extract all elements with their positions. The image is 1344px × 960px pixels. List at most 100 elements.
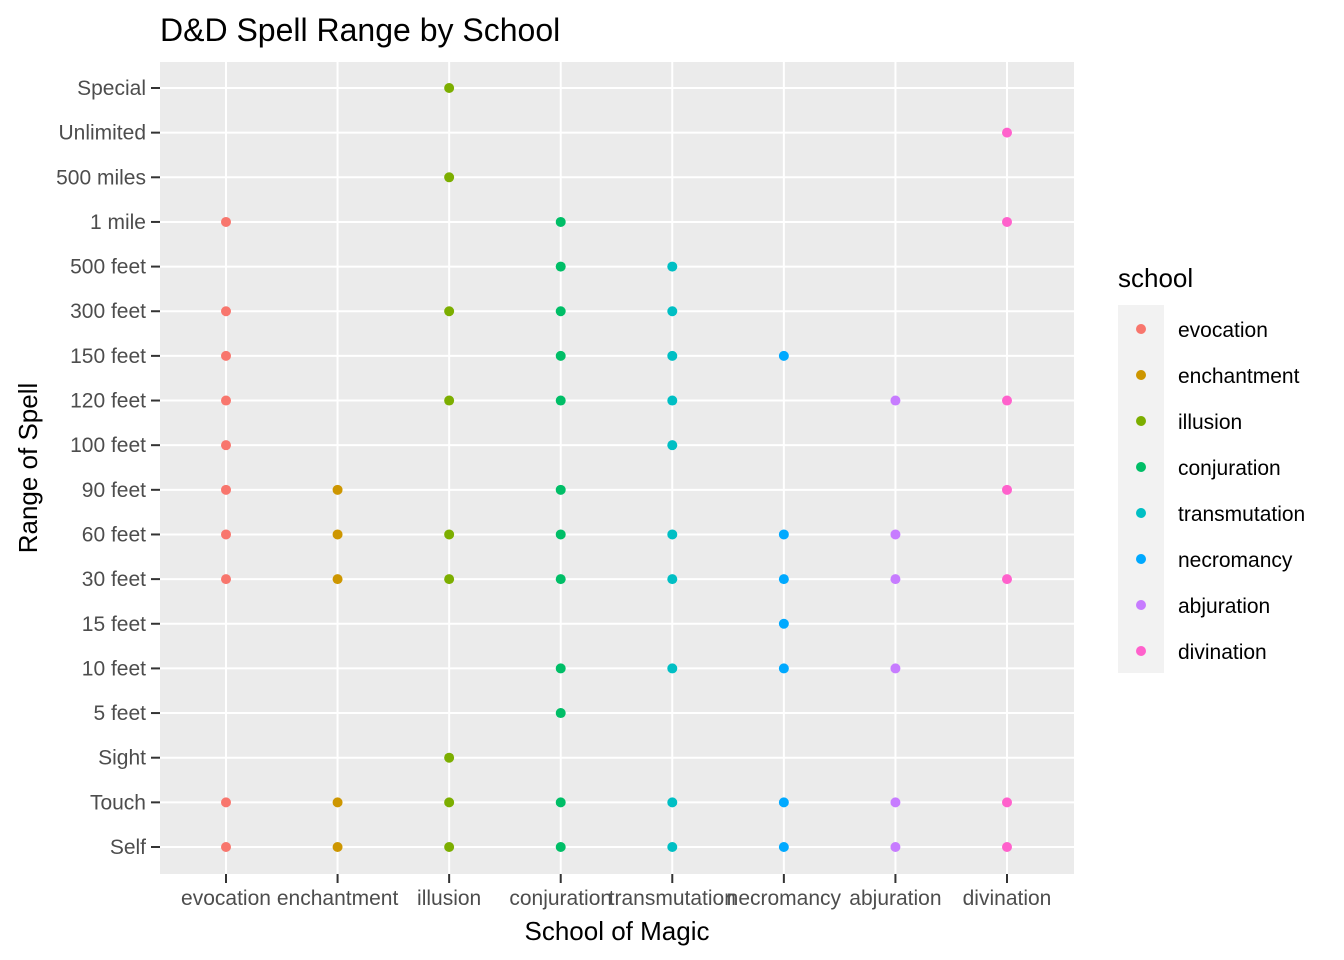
y-tick-label-self: Self: [110, 836, 146, 859]
point-conjuration-5-feet: [555, 708, 566, 719]
point-conjuration-120-feet: [555, 395, 566, 406]
y-axis: Self Touch Sight 5 feet 10 feet 15 feet 30 fee…: [56, 77, 160, 859]
point-necromancy-30-feet: [778, 574, 789, 585]
y-tick-label-100-feet: 100 feet: [70, 434, 146, 457]
point-divination-touch: [1002, 797, 1012, 808]
point-illusion-30-feet: [444, 574, 455, 585]
point-transmutation-30-feet: [667, 574, 678, 585]
legend-label-abjuration: abjuration: [1178, 595, 1270, 618]
legend-label-enchantment: enchantment: [1178, 365, 1300, 388]
point-evocation-30-feet: [221, 574, 231, 585]
point-enchantment-90-feet: [332, 484, 343, 495]
point-conjuration-150-feet: [555, 350, 566, 361]
legend-label-transmutation: transmutation: [1178, 503, 1305, 526]
point-evocation-150-feet: [221, 350, 231, 361]
point-necromancy-self: [778, 842, 789, 852]
y-axis-title: Range of Spell: [13, 383, 43, 554]
legend-title: school: [1118, 263, 1193, 293]
x-axis: evocation enchantment illusion conjurationt…: [181, 874, 1051, 910]
point-evocation-60-feet: [221, 529, 231, 540]
point-abjuration-60-feet: [890, 529, 901, 540]
y-tick-label-1-mile: 1 mile: [90, 211, 146, 234]
legend-key-divination: [1136, 646, 1146, 656]
legend-label-conjuration: conjuration: [1178, 457, 1281, 480]
point-conjuration-30-feet: [555, 574, 566, 585]
point-enchantment-touch: [332, 797, 343, 808]
point-conjuration-1-mile: [555, 216, 566, 227]
point-evocation-100-feet: [221, 440, 231, 451]
y-tick-label-5-feet: 5 feet: [93, 702, 146, 725]
point-necromancy-60-feet: [778, 529, 789, 540]
point-transmutation-60-feet: [667, 529, 678, 540]
legend-label-necromancy: necromancy: [1178, 549, 1293, 572]
point-conjuration-500-feet: [555, 261, 566, 272]
point-evocation-self: [221, 842, 231, 852]
point-transmutation-500-feet: [667, 261, 678, 272]
legend-key-evocation: [1136, 324, 1146, 334]
data-points: [221, 83, 1012, 852]
legend-key-abjuration: [1136, 600, 1146, 610]
point-illusion-self: [444, 842, 455, 852]
point-necromancy-touch: [778, 797, 789, 808]
y-tick-label-sight: Sight: [98, 747, 146, 770]
point-enchantment-30-feet: [332, 574, 343, 585]
legend-label-illusion: illusion: [1178, 411, 1242, 434]
point-transmutation-300-feet: [667, 306, 678, 317]
point-illusion-60-feet: [444, 529, 455, 540]
y-tick-label-10-feet: 10 feet: [82, 657, 146, 680]
point-transmutation-150-feet: [667, 350, 678, 361]
point-divination-1-mile: [1002, 216, 1012, 227]
legend: school evocation enchantment illusion conju…: [1118, 263, 1305, 673]
legend-label-divination: divination: [1178, 641, 1267, 664]
legend-key-background: [1118, 305, 1164, 673]
point-necromancy-15-feet: [778, 618, 789, 629]
point-necromancy-150-feet: [778, 350, 789, 361]
point-evocation-90-feet: [221, 484, 231, 495]
point-illusion-touch: [444, 797, 455, 808]
point-divination-unlimited: [1002, 127, 1012, 138]
y-tick-label-500-feet: 500 feet: [70, 256, 146, 279]
point-necromancy-10-feet: [778, 663, 789, 674]
chart-title: D&D Spell Range by School: [160, 12, 560, 48]
point-conjuration-60-feet: [555, 529, 566, 540]
point-illusion-120-feet: [444, 395, 455, 406]
legend-key-necromancy: [1136, 554, 1146, 564]
x-tick-label-divination: divination: [963, 887, 1052, 910]
y-tick-label-unlimited: Unlimited: [58, 122, 146, 145]
x-tick-label-illusion: illusion: [417, 887, 481, 910]
point-abjuration-touch: [890, 797, 901, 808]
point-enchantment-60-feet: [332, 529, 343, 540]
point-conjuration-touch: [555, 797, 566, 808]
point-illusion-sight: [444, 752, 455, 763]
legend-key-transmutation: [1136, 508, 1146, 518]
point-transmutation-100-feet: [667, 440, 678, 451]
x-tick-label-enchantment: enchantment: [277, 887, 399, 910]
point-enchantment-self: [332, 842, 343, 852]
y-tick-label-150-feet: 150 feet: [70, 345, 146, 368]
point-conjuration-self: [555, 842, 566, 852]
legend-key-enchantment: [1136, 370, 1146, 380]
x-tick-label-evocation: evocation: [181, 887, 271, 910]
y-tick-label-300-feet: 300 feet: [70, 300, 146, 323]
point-abjuration-10-feet: [890, 663, 901, 674]
y-tick-label-90-feet: 90 feet: [82, 479, 146, 502]
y-tick-label-60-feet: 60 feet: [82, 523, 146, 546]
point-illusion-500-miles: [444, 172, 455, 183]
y-tick-label-touch: Touch: [90, 791, 146, 814]
point-evocation-1-mile: [221, 216, 231, 227]
y-tick-label-special: Special: [77, 77, 146, 100]
x-tick-label-transmutation: transmutation: [609, 887, 736, 910]
legend-key-conjuration: [1136, 462, 1146, 472]
point-divination-self: [1002, 842, 1012, 852]
x-tick-label-abjuration: abjuration: [849, 887, 941, 910]
point-conjuration-300-feet: [555, 306, 566, 317]
point-illusion-300-feet: [444, 306, 455, 317]
point-evocation-300-feet: [221, 306, 231, 317]
x-tick-label-conjuration: conjuration: [509, 887, 612, 910]
y-tick-label-15-feet: 15 feet: [82, 613, 146, 636]
point-transmutation-120-feet: [667, 395, 678, 406]
x-axis-title: School of Magic: [525, 916, 710, 946]
grid-lines: [160, 62, 1074, 874]
point-transmutation-touch: [667, 797, 678, 808]
